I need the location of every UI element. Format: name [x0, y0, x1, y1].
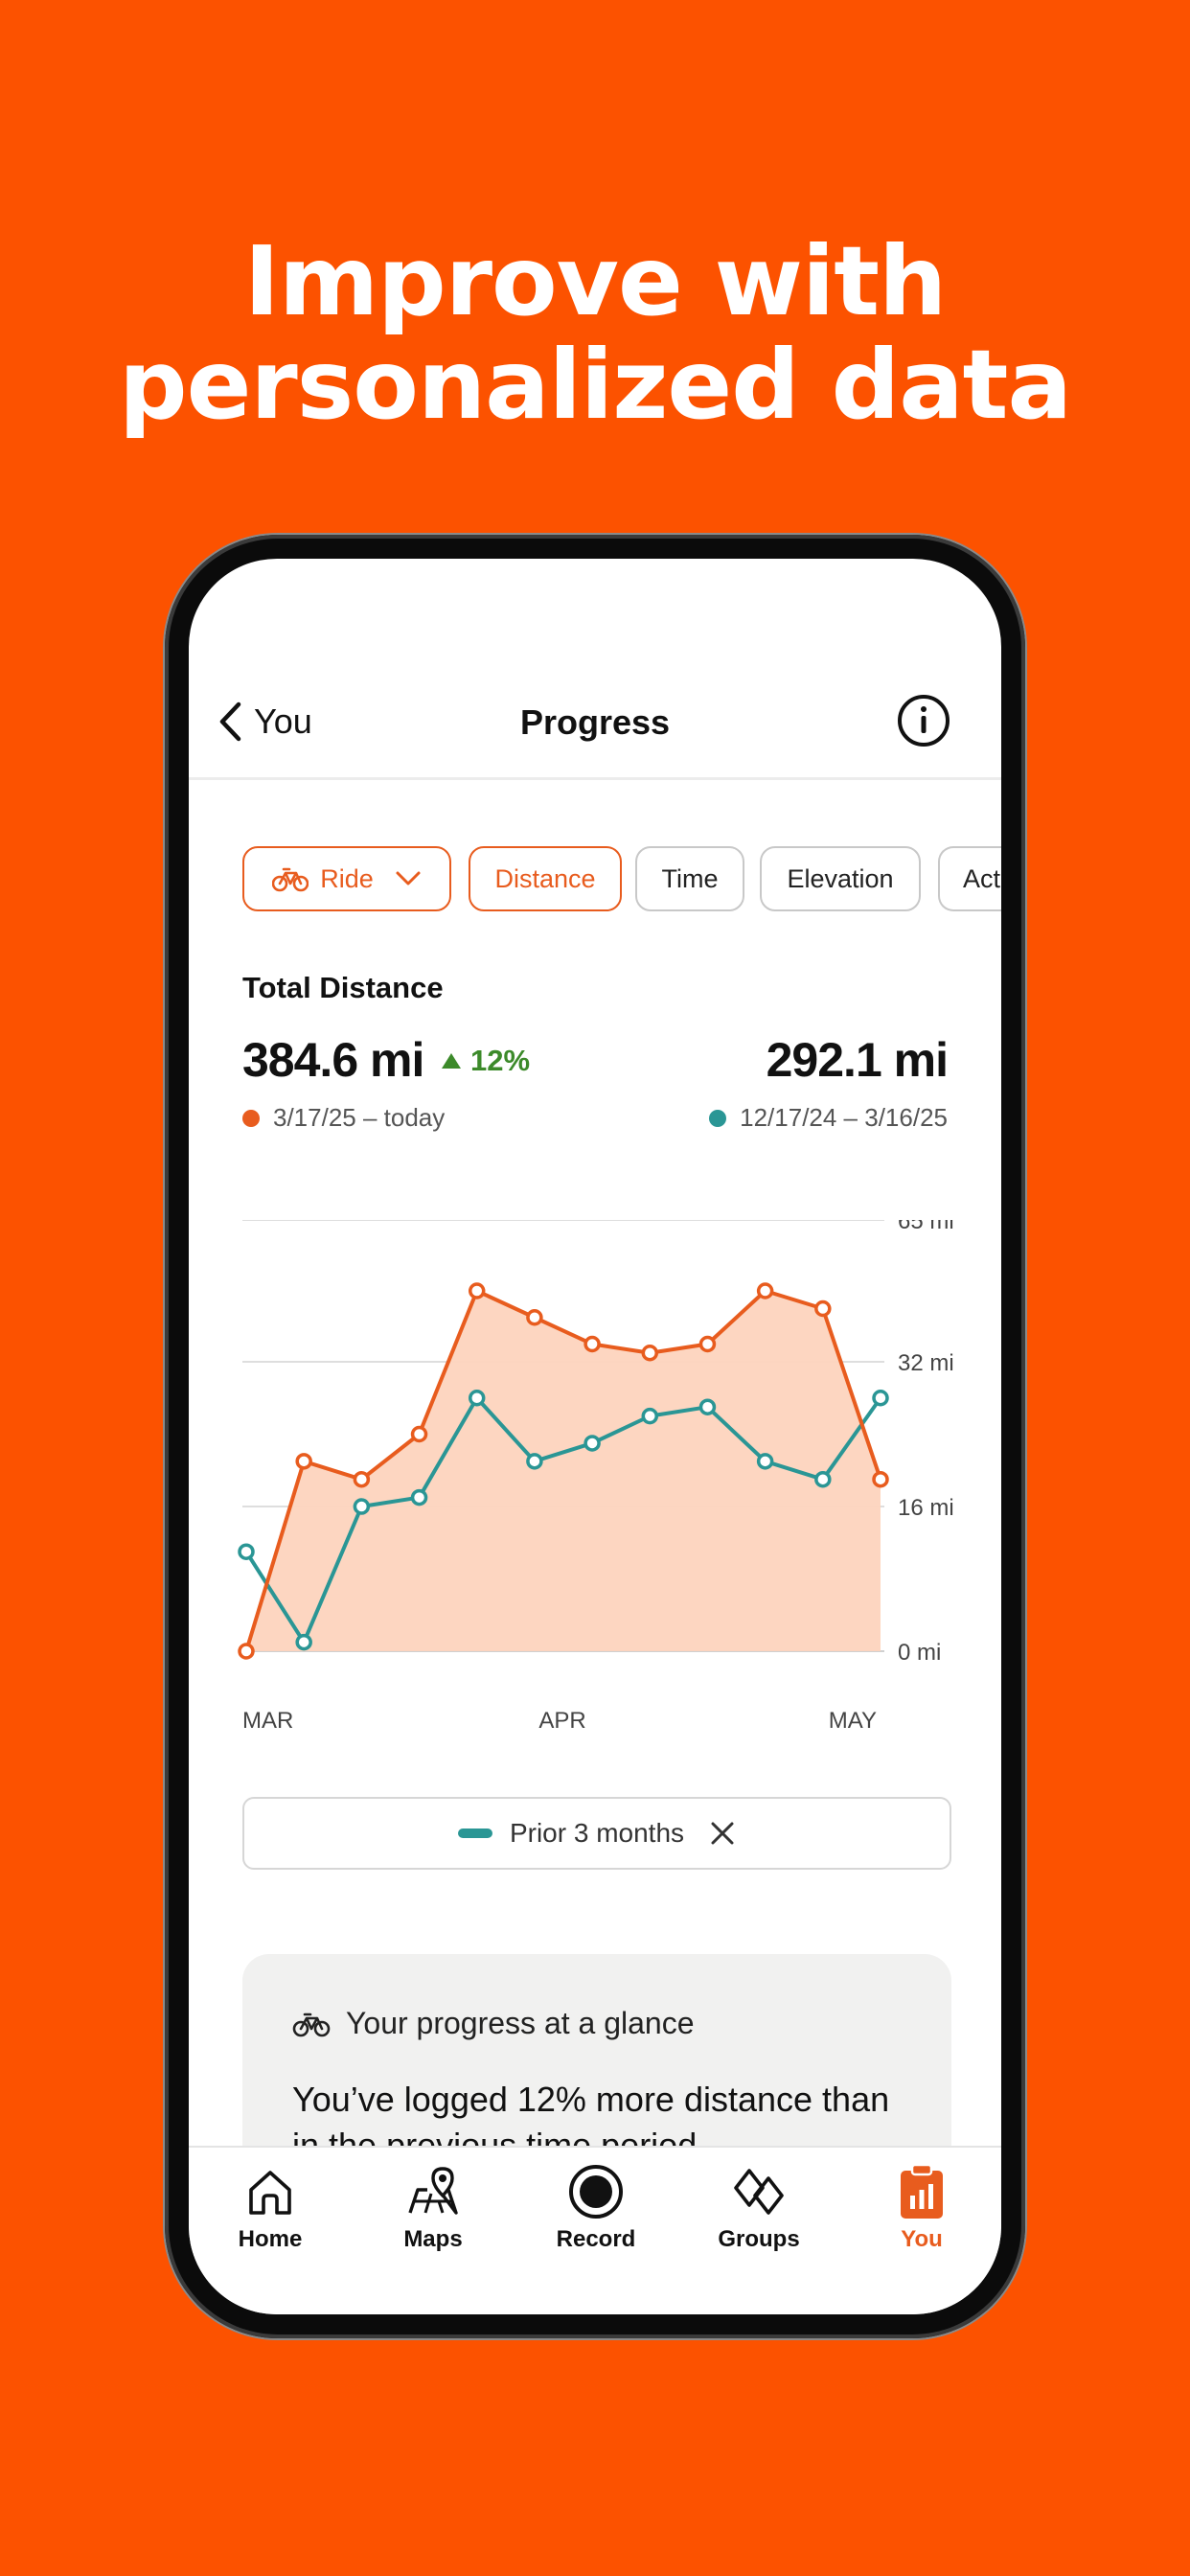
prior-point	[410, 1488, 428, 1506]
headline-line-1: Improve with	[243, 225, 947, 337]
triangle-up-icon	[442, 1053, 461, 1069]
nav-divider	[189, 777, 1001, 780]
prior-point	[468, 1390, 486, 1407]
map-icon	[408, 2167, 458, 2215]
delta-badge: 12%	[440, 1044, 530, 1078]
tab-label: Maps	[403, 2226, 463, 2252]
current-point	[353, 1470, 371, 1488]
current-point	[641, 1345, 659, 1362]
metric-chip-elevation[interactable]: Elevation	[760, 846, 921, 911]
tab-label: Home	[238, 2226, 303, 2252]
prior-range-text: 12/17/24 – 3/16/25	[740, 1103, 948, 1132]
phone-screen: You Progress Ride Distance	[189, 559, 1001, 2314]
glance-title: Your progress at a glance	[346, 2006, 695, 2040]
prior-point	[698, 1398, 717, 1415]
info-button[interactable]	[896, 693, 951, 753]
tab-you[interactable]: You	[840, 2161, 1001, 2253]
y-tick-label: 65 mi	[898, 1220, 954, 1234]
tab-label: You	[901, 2226, 943, 2252]
bike-icon	[272, 867, 309, 892]
y-tick-label: 0 mi	[898, 1640, 941, 1666]
chip-label: Time	[661, 863, 719, 893]
x-tick-label: APR	[538, 1708, 585, 1734]
y-tick-label: 16 mi	[898, 1495, 954, 1521]
x-tick-label: MAY	[829, 1708, 877, 1734]
current-area	[246, 1291, 881, 1651]
prior-point	[641, 1407, 659, 1425]
chevron-down-icon	[396, 871, 421, 886]
groups-icon	[734, 2169, 784, 2215]
delta-value: 12%	[470, 1044, 531, 1077]
chip-label: Act	[963, 863, 1001, 893]
tab-groups[interactable]: Groups	[677, 2161, 840, 2253]
current-dot	[242, 1109, 260, 1127]
home-icon	[249, 2171, 291, 2215]
back-label: You	[254, 702, 312, 741]
x-tick-label: MAR	[242, 1708, 293, 1734]
prior-total: 292.1 mi	[766, 1033, 949, 1087]
current-point	[295, 1453, 312, 1470]
sport-filter-ride[interactable]: Ride	[242, 846, 451, 911]
current-point	[584, 1335, 601, 1353]
legend-label: Prior 3 months	[509, 1818, 685, 1848]
current-point	[526, 1309, 543, 1326]
tab-maps[interactable]: Maps	[352, 2161, 515, 2253]
prior-point	[238, 1543, 255, 1560]
chip-label: Elevation	[787, 863, 894, 893]
prior-range: 12/17/24 – 3/16/25	[709, 1103, 948, 1133]
chip-label: Ride	[320, 863, 374, 893]
chip-label: Distance	[494, 863, 596, 893]
y-tick-label: 32 mi	[898, 1350, 954, 1376]
current-range-text: 3/17/25 – today	[273, 1103, 446, 1132]
current-series-line	[244, 1289, 882, 1652]
prior-point	[584, 1435, 601, 1452]
current-point	[238, 1643, 255, 1660]
prior-point	[872, 1390, 889, 1407]
prior-dot	[709, 1109, 727, 1127]
filter-chips: Ride Distance Time Elevation Act	[242, 846, 1001, 915]
headline: Improve with personalized data	[0, 230, 1190, 437]
you-icon	[901, 2163, 943, 2219]
metric-chip-activities[interactable]: Act	[938, 846, 1001, 911]
headline-line-2: personalized data	[119, 329, 1072, 441]
tab-label: Record	[556, 2226, 636, 2252]
prior-point	[353, 1498, 371, 1515]
current-point	[468, 1282, 486, 1300]
section-title: Total Distance	[242, 971, 444, 1004]
comparison-legend[interactable]: Prior 3 months	[242, 1797, 951, 1870]
distance-chart: 0 mi 16 mi 32 mi 65 mi MAR APR MAY	[238, 1220, 954, 1734]
info-icon	[898, 695, 950, 747]
tab-record[interactable]: Record	[515, 2161, 677, 2253]
close-icon[interactable]	[709, 1820, 736, 1847]
top-nav: You Progress	[189, 683, 1001, 760]
prior-point	[295, 1633, 312, 1651]
current-point	[872, 1470, 889, 1488]
prior-point	[756, 1453, 774, 1470]
current-total: 384.6 mi	[242, 1033, 424, 1087]
current-range: 3/17/25 – today	[242, 1103, 445, 1133]
prior-point	[814, 1470, 832, 1488]
prior-series-line	[244, 1395, 882, 1644]
metric-chip-distance[interactable]: Distance	[469, 846, 622, 911]
back-button[interactable]: You	[217, 701, 312, 743]
record-icon	[569, 2165, 623, 2219]
current-point	[410, 1425, 428, 1443]
tab-label: Groups	[718, 2226, 800, 2252]
prior-point	[526, 1453, 543, 1470]
tab-home[interactable]: Home	[189, 2161, 352, 2253]
current-point	[756, 1282, 774, 1300]
chevron-left-icon	[219, 702, 241, 742]
metric-chip-time[interactable]: Time	[635, 846, 744, 911]
current-point	[814, 1300, 832, 1318]
legend-swatch	[457, 1828, 492, 1838]
glance-header: Your progress at a glance	[292, 2006, 695, 2041]
tab-bar: Home Maps Record Groups	[189, 2146, 1001, 2314]
bike-icon	[292, 2012, 331, 2036]
current-point	[698, 1335, 717, 1353]
page-title: Progress	[519, 702, 671, 742]
